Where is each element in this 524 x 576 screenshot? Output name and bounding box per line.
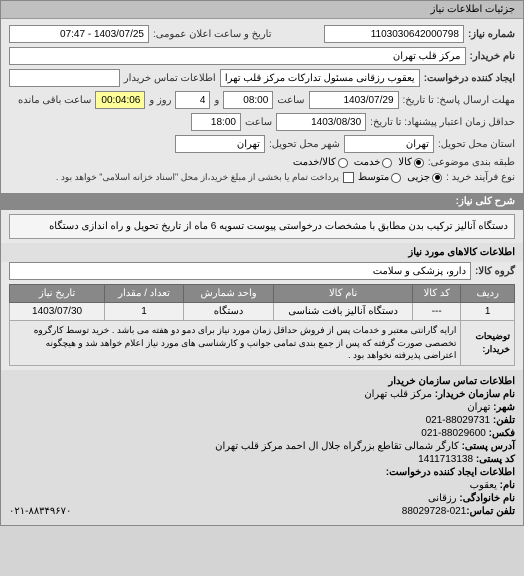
delivery-province[interactable] [344, 135, 434, 153]
buyer-contact-label: اطلاعات تماس خریدار [124, 73, 216, 84]
table-note-row: توضیحات خریدار: ارایه گارانتی معتبر و خد… [10, 321, 515, 366]
goods-section-title: اطلاعات کالاهای مورد نیاز [1, 243, 523, 262]
table-row: 1 --- دستگاه آنالیز بافت شناسی دستگاه 1 … [10, 303, 515, 321]
cell-row: 1 [461, 303, 515, 321]
radio-label: کالا/خدمت [293, 157, 336, 168]
cphone-label: تلفن تماس: [466, 506, 515, 517]
creator-info-label: اطلاعات ایجاد کننده درخواست: [9, 467, 515, 478]
cell-qty: 1 [105, 303, 184, 321]
subject-radio-both[interactable]: کالا/خدمت [293, 157, 348, 168]
min-validity-label: حداقل زمان اعتبار پیشنهاد: تا تاریخ: [370, 117, 515, 128]
time-label-2: ساعت [245, 117, 272, 128]
cell-code: --- [413, 303, 461, 321]
process-radio-medium[interactable]: متوسط [358, 172, 401, 183]
radio-icon [432, 173, 442, 183]
process-radio-minor[interactable]: جزیی [407, 172, 442, 183]
remain-prefix: و [214, 95, 219, 106]
buyer-name-label: نام خریدار: [470, 51, 515, 62]
creator-input[interactable] [220, 69, 420, 87]
phone-label: تلفن: [493, 415, 515, 426]
main-desc-label: شرح کلی نیاز: [1, 193, 523, 210]
delivery-province-label: استان محل تحویل: [438, 139, 515, 150]
col-code: کد کالا [413, 285, 461, 303]
form-section: شماره نیاز: تاریخ و ساعت اعلان عمومی: نا… [1, 19, 523, 193]
remain-time-label: ساعت باقی مانده [18, 95, 91, 106]
name-label: نام: [500, 480, 515, 491]
phone-value: 88029731-021 [426, 415, 491, 426]
org-label: نام سازمان خریدار: [435, 389, 515, 400]
subject-radio-kala[interactable]: کالا [398, 157, 424, 168]
subject-radio-khedmat[interactable]: خدمت [354, 157, 393, 168]
lname-label: نام خانوادگی: [459, 493, 515, 504]
process-radio-group: جزیی متوسط [358, 172, 442, 183]
col-row: ردیف [461, 285, 515, 303]
process-type-label: نوع فرآیند خرید : [446, 172, 515, 183]
col-unit: واحد شمارش [183, 285, 273, 303]
org-value: مرکز قلب تهران [364, 389, 432, 400]
address-label: آدرس پستی: [462, 441, 515, 452]
col-qty: تعداد / مقدار [105, 285, 184, 303]
cell-unit: دستگاه [183, 303, 273, 321]
radio-icon [338, 158, 348, 168]
min-validity-time[interactable] [191, 113, 241, 131]
subject-class-label: طبقه بندی موضوعی: [428, 157, 515, 168]
payment-checkbox[interactable] [343, 172, 354, 183]
public-date-label: تاریخ و ساعت اعلان عمومی: [153, 29, 272, 40]
cell-name: دستگاه آنالیز بافت شناسی [274, 303, 413, 321]
request-no-input[interactable] [324, 25, 464, 43]
radio-label: جزیی [407, 172, 430, 183]
creator-label: ایجاد کننده درخواست: [424, 73, 515, 84]
goods-table: ردیف کد کالا نام کالا واحد شمارش تعداد /… [9, 284, 515, 366]
radio-icon [391, 173, 401, 183]
buyer-name-input[interactable] [9, 47, 466, 65]
min-validity-date[interactable] [276, 113, 366, 131]
radio-icon [382, 158, 392, 168]
col-date: تاریخ نیاز [10, 285, 105, 303]
radio-label: کالا [398, 157, 412, 168]
delivery-city-label: شهر محل تحویل: [269, 139, 340, 150]
lname-value: رزقانی [428, 493, 457, 504]
main-desc-text: دستگاه آنالیز ترکیب بدن مطابق با مشخصات … [9, 214, 515, 239]
public-date-input[interactable] [9, 25, 149, 43]
request-no-label: شماره نیاز: [468, 29, 515, 40]
name-value: یعقوب [470, 480, 497, 491]
panel-title: جزئیات اطلاعات نیاز [431, 4, 515, 15]
note-label-cell: توضیحات خریدار: [461, 321, 515, 366]
postal-value: 1411713138 [418, 454, 473, 465]
buyer-contact-input[interactable] [9, 69, 120, 87]
contact-title: اطلاعات تماس سازمان خریدار [9, 376, 515, 387]
city-value: تهران [467, 402, 490, 413]
subject-radio-group: کالا خدمت کالا/خدمت [293, 157, 424, 168]
remain-time [95, 91, 145, 109]
panel-header: جزئیات اطلاعات نیاز [1, 1, 523, 19]
time-label-1: ساعت [277, 95, 304, 106]
deadline-send-label: مهلت ارسال پاسخ: تا تاریخ: [403, 95, 515, 106]
radio-icon [414, 158, 424, 168]
deadline-send-time[interactable] [223, 91, 273, 109]
deadline-send-date[interactable] [309, 91, 399, 109]
fax-value: 88029600-021 [421, 428, 486, 439]
footer-phone: ۰۲۱-۸۸۳۴۹۶۷۰ [9, 506, 71, 517]
address-value: کارگر شمالی تقاطع بزرگراه جلال ال احمد م… [215, 441, 459, 452]
goods-group-input[interactable] [9, 262, 471, 280]
goods-group-label: گروه کالا: [475, 266, 515, 277]
contact-section: اطلاعات تماس سازمان خریدار نام سازمان خر… [1, 370, 523, 525]
cphone-value: 88029728-021 [402, 506, 467, 517]
delivery-city[interactable] [175, 135, 265, 153]
payment-note: پرداخت تمام یا بخشی از مبلغ خرید،از محل … [56, 172, 339, 183]
city-label: شهر: [493, 402, 515, 413]
remain-days [175, 91, 210, 109]
radio-label: متوسط [358, 172, 389, 183]
fax-label: فکس: [489, 428, 515, 439]
note-text-cell: ارایه گارانتی معتبر و خدمات پس از فروش ح… [10, 321, 461, 366]
col-name: نام کالا [274, 285, 413, 303]
radio-label: خدمت [354, 157, 381, 168]
remain-days-label: روز و [149, 95, 171, 106]
main-panel: جزئیات اطلاعات نیاز شماره نیاز: تاریخ و … [0, 0, 524, 526]
cell-date: 1403/07/30 [10, 303, 105, 321]
postal-label: کد پستی: [476, 454, 515, 465]
